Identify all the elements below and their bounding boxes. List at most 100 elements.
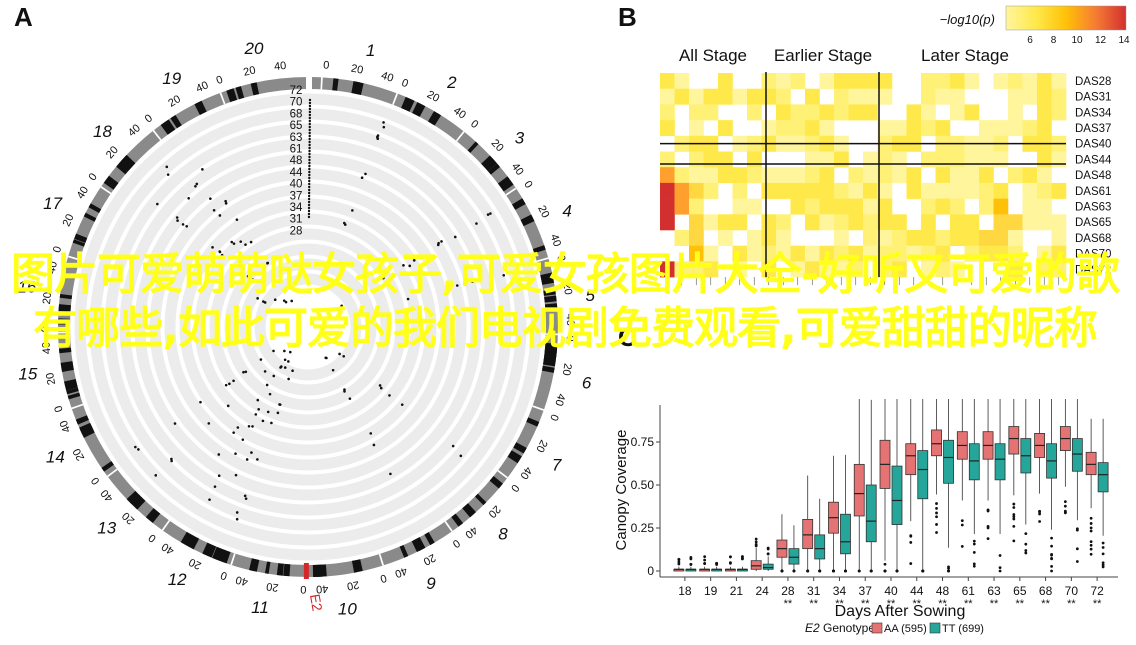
box-outlier — [1012, 525, 1016, 528]
heatmap-cell — [848, 214, 864, 231]
signal-point — [245, 458, 249, 461]
heatmap-cell — [979, 167, 994, 184]
heatmap-cell — [964, 245, 980, 262]
color-scale-tick: 8 — [1051, 35, 1057, 46]
signal-point — [486, 213, 490, 216]
heatmap-cell — [877, 167, 893, 184]
heatmap-cell — [747, 167, 762, 184]
ring-tick-label: 20 — [489, 137, 506, 154]
heatmap-cell — [689, 167, 704, 184]
signal-point — [235, 218, 239, 221]
box-outlier — [869, 569, 873, 573]
heatmap-cell — [718, 230, 733, 246]
stage-label: All Stage — [679, 46, 747, 65]
signal-point — [272, 349, 275, 353]
chromosome-band — [451, 513, 464, 527]
chromosome-band — [489, 476, 503, 489]
heatmap-cell — [689, 261, 704, 278]
heatmap-cell — [921, 214, 936, 231]
heatmap-cell — [790, 261, 806, 278]
heatmap-cell — [674, 73, 690, 89]
heatmap-cell — [1037, 261, 1052, 278]
chromosome-band — [401, 96, 415, 112]
box-body — [968, 443, 980, 481]
signal-point — [247, 424, 251, 428]
chromosome-band — [160, 119, 176, 135]
box-outlier — [754, 542, 758, 546]
significance-mark: ** — [835, 598, 844, 610]
x-tick-label: 63 — [987, 584, 1001, 598]
box-outlier — [1012, 513, 1016, 516]
ring-tick-label: 0 — [52, 404, 65, 414]
signal-point — [266, 410, 270, 414]
chromosome-band — [250, 82, 260, 96]
chromosome-band — [264, 561, 271, 574]
signal-point — [308, 125, 311, 129]
overlay-caption: 图片可爱萌萌哒女孩子,可爱女孩图片大全-好听又可爱的歌有哪些,如此可爱的我们电视… — [11, 249, 1120, 354]
heatmap-cell — [1008, 167, 1023, 184]
heatmap-cell — [732, 198, 748, 215]
heatmap-row-label: DAS37 — [1075, 123, 1111, 135]
chromosome-band — [497, 176, 514, 192]
box-outlier — [1050, 569, 1053, 573]
heatmap-cell — [935, 230, 951, 246]
heatmap-cell — [964, 230, 980, 246]
chromosome-label: 15 — [18, 365, 37, 384]
ring-tick-label: 0 — [215, 74, 225, 87]
heatmap-cell — [848, 198, 864, 215]
signal-point — [308, 149, 311, 153]
heatmap-cell — [776, 167, 791, 184]
track-label: 70 — [290, 97, 303, 109]
ring-tick-label: 0 — [300, 583, 306, 595]
track-label: 72 — [290, 85, 303, 97]
heatmap-cell — [761, 245, 777, 262]
box-body — [853, 463, 865, 517]
chromosome-separator — [545, 333, 558, 336]
box-outlier — [1012, 506, 1016, 509]
heatmap-row-label: DAS40 — [1075, 139, 1111, 151]
heatmap-cell — [979, 245, 994, 262]
chromosome-label: 9 — [426, 574, 436, 593]
box-outlier — [998, 566, 1002, 570]
box-outlier — [1012, 502, 1016, 506]
chromosome-band — [64, 378, 78, 391]
panel-c-letter: C — [618, 322, 637, 352]
ring-tick-label: 20 — [486, 503, 503, 520]
heatmap-cell — [1008, 245, 1023, 262]
heatmap-cell — [805, 151, 820, 168]
heatmap-cell — [1037, 214, 1052, 231]
heatmap-cell — [935, 245, 951, 262]
signal-point — [263, 370, 267, 373]
signal-point — [307, 194, 311, 198]
track-ring — [149, 168, 467, 486]
heatmap-row-label: DAS28 — [1075, 76, 1111, 88]
heatmap-cell — [819, 73, 835, 89]
signal-point — [270, 421, 273, 425]
box-outlier — [677, 560, 681, 564]
chromosome-label: 19 — [162, 69, 181, 88]
heatmap-row-label: DAS34 — [1075, 107, 1112, 119]
heatmap-cell — [863, 198, 878, 215]
heatmap-cell — [660, 261, 675, 278]
chromosome-band — [412, 102, 426, 117]
box-outlier — [909, 562, 913, 565]
signal-point — [230, 240, 234, 244]
heatmap-cell — [732, 167, 748, 184]
ring-tick-label: 0 — [508, 482, 521, 494]
heatmap-cell — [674, 167, 690, 184]
signal-point — [343, 388, 346, 391]
heatmap-cell — [877, 261, 893, 278]
heatmap-cell — [906, 120, 922, 137]
heatmap-cell — [877, 73, 893, 89]
heatmap-cell — [848, 182, 864, 199]
chromosome-label: 7 — [552, 455, 562, 474]
signal-point — [308, 170, 311, 174]
ring-tick-label: 0 — [143, 112, 155, 125]
ring-tick-label: 0 — [51, 245, 64, 254]
signal-point — [287, 377, 290, 381]
heatmap-row-label: DAS70 — [1075, 249, 1111, 261]
signal-point — [232, 431, 235, 434]
track-ring — [239, 258, 377, 396]
chromosome-band — [507, 450, 522, 464]
heatmap-cell — [761, 120, 777, 137]
